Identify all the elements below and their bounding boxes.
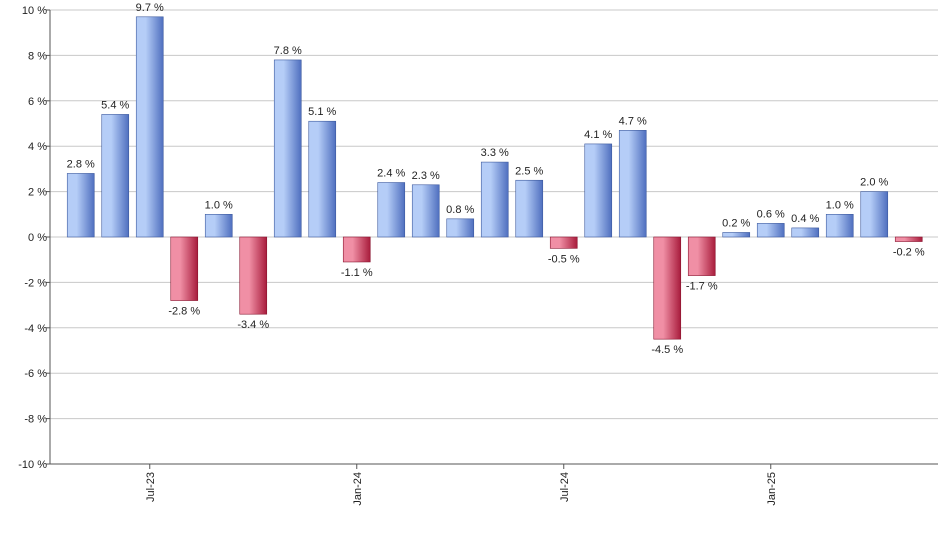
y-tick-label: -10 % (18, 459, 47, 471)
y-tick-label: 4 % (28, 141, 47, 153)
data-label: 4.7 % (619, 115, 647, 127)
y-tick-label: -6 % (24, 368, 47, 380)
data-label: 0.2 % (722, 217, 750, 229)
bar (653, 236, 682, 340)
data-label: 0.8 % (446, 204, 474, 216)
data-label: 2.5 % (515, 165, 543, 177)
data-label: 9.7 % (136, 2, 164, 14)
bar (308, 120, 337, 238)
bar (584, 143, 613, 238)
bar (342, 236, 371, 263)
y-axis-tick-labels: -10 % -8 % -6 % -4 % -2 % 0 % 2 % 4 % 6 % 8 % 10 % (18, 5, 47, 471)
data-label: 5.4 % (101, 99, 129, 111)
bar (377, 182, 406, 238)
bar (860, 191, 889, 238)
x-tick-label: Jul-24 (559, 472, 571, 502)
bar (101, 114, 130, 238)
bar (204, 214, 233, 238)
y-tick-label: 10 % (22, 5, 47, 17)
data-label: -0.5 % (548, 253, 580, 265)
y-tick-label: 2 % (28, 187, 47, 199)
data-label: -1.7 % (686, 281, 718, 293)
x-tick-label: Jan-25 (766, 472, 778, 506)
data-label: -4.5 % (651, 344, 683, 356)
bar (515, 179, 544, 238)
data-label: -2.8 % (168, 306, 200, 318)
data-label: 5.1 % (308, 106, 336, 118)
bars (66, 16, 923, 340)
y-tick-label: 0 % (28, 232, 47, 244)
y-tick-label: -8 % (24, 414, 47, 426)
x-axis-tick-labels: Jul-23 Jan-24 Jul-24 Jan-25 (145, 464, 778, 506)
bar (756, 223, 785, 238)
bar (170, 236, 199, 301)
data-label: 2.0 % (860, 177, 888, 189)
data-label: -1.1 % (341, 267, 373, 279)
bar (894, 236, 923, 242)
data-label: 4.1 % (584, 129, 612, 141)
data-label: 1.0 % (826, 199, 854, 211)
bar (273, 59, 302, 238)
bar (791, 227, 820, 238)
y-tick-label: -2 % (24, 277, 47, 289)
x-tick-label: Jul-23 (145, 472, 157, 502)
bar (722, 232, 751, 238)
data-labels: 2.8 % 5.4 % 9.7 % -2.8 % 1.0 % -3.4 % 7.8 % 5.1… (67, 2, 925, 356)
bar (480, 161, 509, 238)
bar (239, 236, 268, 315)
data-label: -3.4 % (237, 319, 269, 331)
y-tick-label: 6 % (28, 96, 47, 108)
data-label: 0.4 % (791, 213, 819, 225)
y-tick-label: -4 % (24, 323, 47, 335)
bar (687, 236, 716, 276)
data-label: 3.3 % (481, 147, 509, 159)
data-label: 0.6 % (757, 208, 785, 220)
bar (618, 130, 647, 238)
data-label: -0.2 % (893, 247, 925, 259)
bar (446, 218, 475, 238)
x-tick-label: Jan-24 (352, 472, 364, 506)
bar (549, 236, 578, 249)
bar (66, 173, 95, 238)
bar (825, 214, 854, 238)
bar (135, 16, 164, 238)
data-label: 2.8 % (67, 158, 95, 170)
data-label: 2.3 % (412, 170, 440, 182)
axes (49, 10, 938, 465)
bar (411, 184, 440, 238)
data-label: 2.4 % (377, 168, 405, 180)
y-tick-label: 8 % (28, 50, 47, 62)
data-label: 1.0 % (205, 199, 233, 211)
data-label: 7.8 % (274, 45, 302, 57)
